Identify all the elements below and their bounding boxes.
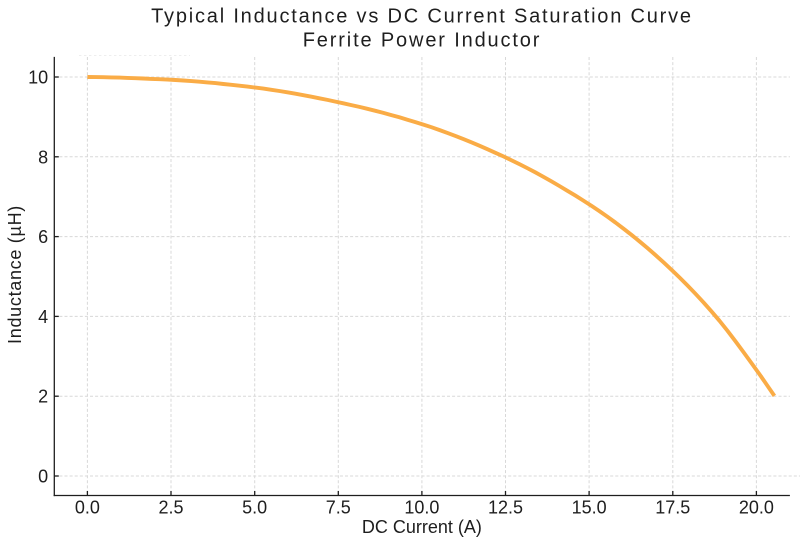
svg-text:10.0: 10.0 [404, 498, 439, 518]
svg-text:DC Current (A): DC Current (A) [362, 517, 482, 537]
svg-text:17.5: 17.5 [655, 498, 690, 518]
svg-text:Inductance (µH): Inductance (µH) [5, 205, 25, 344]
svg-text:8: 8 [38, 147, 48, 167]
svg-text:2.5: 2.5 [158, 498, 183, 518]
svg-text:5.0: 5.0 [242, 498, 267, 518]
svg-text:Typical Inductance vs DC Curre: Typical Inductance vs DC Current Saturat… [151, 6, 693, 28]
svg-text:15.0: 15.0 [572, 498, 607, 518]
svg-text:4: 4 [38, 307, 48, 327]
svg-text:20.0: 20.0 [739, 498, 774, 518]
svg-text:12.5: 12.5 [488, 498, 523, 518]
svg-text:7.5: 7.5 [326, 498, 351, 518]
svg-text:Ferrite Power Inductor: Ferrite Power Inductor [303, 30, 542, 52]
svg-text:2: 2 [38, 387, 48, 407]
svg-text:6: 6 [38, 227, 48, 247]
svg-text:10: 10 [28, 68, 48, 88]
svg-text:0.0: 0.0 [75, 498, 100, 518]
svg-text:0: 0 [38, 467, 48, 487]
